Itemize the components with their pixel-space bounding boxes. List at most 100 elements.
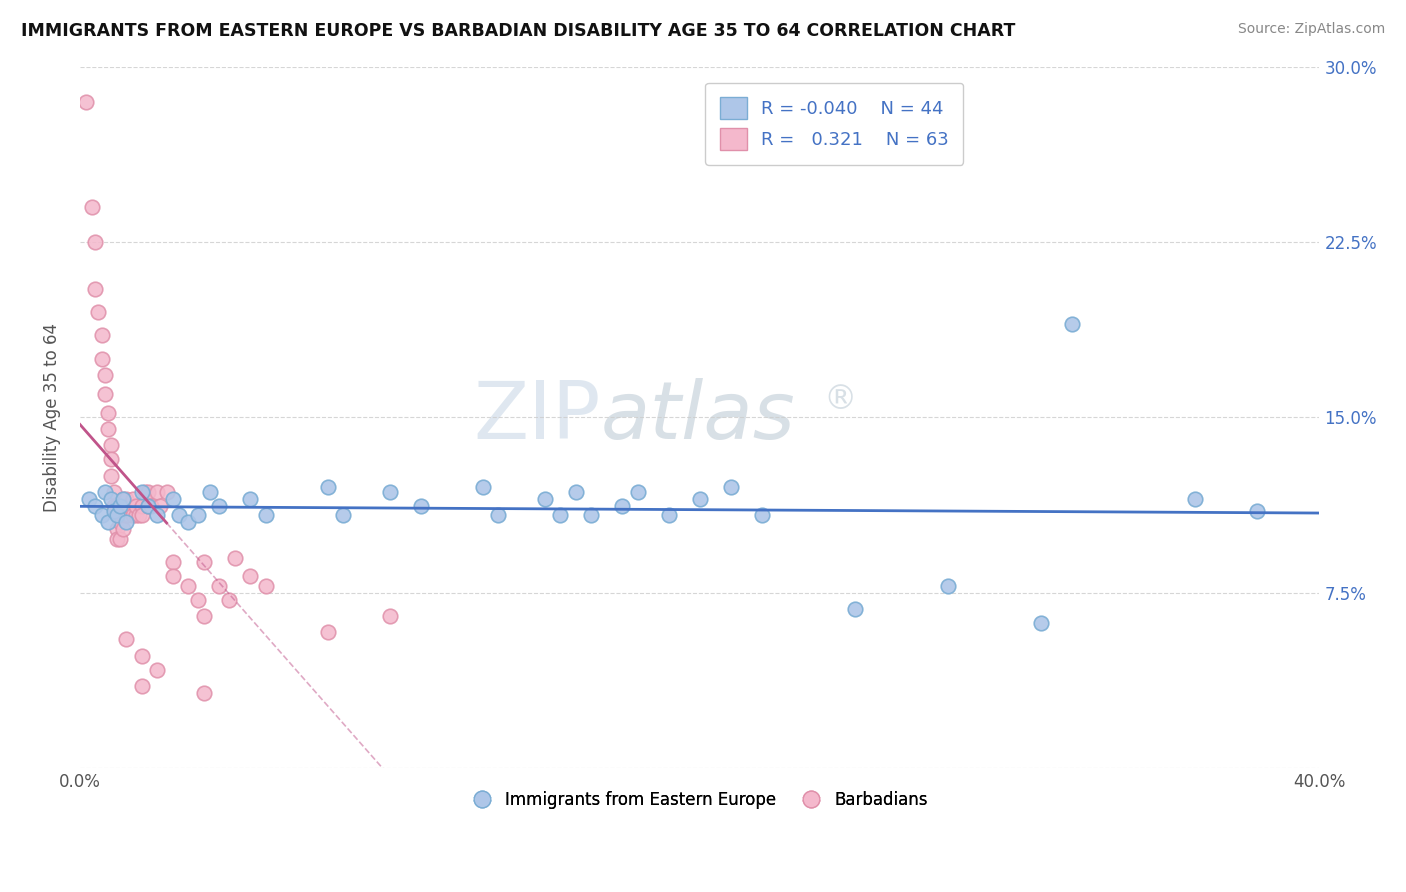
- Point: [167, 508, 190, 523]
- Point: [564, 485, 586, 500]
- Point: [751, 508, 773, 523]
- Point: [97, 406, 120, 420]
- Text: ®: ®: [824, 384, 858, 417]
- Point: [124, 508, 146, 523]
- Point: [93, 485, 115, 500]
- Point: [316, 480, 339, 494]
- Point: [612, 499, 634, 513]
- Point: [118, 499, 141, 513]
- Point: [87, 305, 110, 319]
- Point: [84, 499, 107, 513]
- Point: [409, 499, 432, 513]
- Point: [177, 516, 200, 530]
- Point: [134, 485, 156, 500]
- Point: [146, 663, 169, 677]
- Point: [627, 485, 650, 500]
- Point: [121, 492, 143, 507]
- Point: [112, 523, 135, 537]
- Point: [121, 508, 143, 523]
- Point: [108, 532, 131, 546]
- Point: [90, 351, 112, 366]
- Point: [100, 452, 122, 467]
- Point: [720, 480, 742, 494]
- Point: [254, 508, 277, 523]
- Point: [1029, 615, 1052, 630]
- Point: [90, 328, 112, 343]
- Point: [97, 516, 120, 530]
- Point: [177, 578, 200, 592]
- Point: [115, 492, 138, 507]
- Point: [103, 485, 125, 500]
- Point: [118, 508, 141, 523]
- Point: [162, 555, 184, 569]
- Point: [108, 499, 131, 513]
- Point: [131, 499, 153, 513]
- Point: [105, 523, 128, 537]
- Point: [108, 508, 131, 523]
- Y-axis label: Disability Age 35 to 64: Disability Age 35 to 64: [44, 323, 60, 512]
- Point: [1060, 317, 1083, 331]
- Point: [1246, 504, 1268, 518]
- Point: [193, 555, 215, 569]
- Text: Source: ZipAtlas.com: Source: ZipAtlas.com: [1237, 22, 1385, 37]
- Point: [162, 569, 184, 583]
- Point: [105, 499, 128, 513]
- Point: [471, 480, 494, 494]
- Point: [239, 492, 262, 507]
- Point: [136, 499, 159, 513]
- Point: [103, 499, 125, 513]
- Point: [254, 578, 277, 592]
- Point: [146, 485, 169, 500]
- Point: [208, 499, 231, 513]
- Point: [162, 492, 184, 507]
- Point: [208, 578, 231, 592]
- Point: [239, 569, 262, 583]
- Point: [193, 609, 215, 624]
- Point: [100, 492, 122, 507]
- Point: [115, 516, 138, 530]
- Point: [131, 648, 153, 663]
- Point: [93, 368, 115, 383]
- Point: [82, 200, 104, 214]
- Point: [579, 508, 602, 523]
- Point: [533, 492, 555, 507]
- Point: [316, 625, 339, 640]
- Point: [141, 499, 163, 513]
- Point: [112, 492, 135, 507]
- Point: [486, 508, 509, 523]
- Point: [548, 508, 571, 523]
- Point: [149, 499, 172, 513]
- Point: [112, 492, 135, 507]
- Point: [378, 609, 401, 624]
- Point: [128, 508, 150, 523]
- Point: [75, 95, 97, 109]
- Point: [136, 485, 159, 500]
- Point: [131, 485, 153, 500]
- Point: [108, 516, 131, 530]
- Point: [1184, 492, 1206, 507]
- Point: [689, 492, 711, 507]
- Point: [84, 235, 107, 249]
- Point: [105, 532, 128, 546]
- Point: [224, 550, 246, 565]
- Text: ZIP: ZIP: [474, 378, 600, 457]
- Point: [146, 508, 169, 523]
- Point: [136, 499, 159, 513]
- Point: [131, 508, 153, 523]
- Point: [115, 499, 138, 513]
- Point: [198, 485, 221, 500]
- Point: [193, 686, 215, 700]
- Point: [97, 422, 120, 436]
- Point: [844, 602, 866, 616]
- Point: [218, 592, 240, 607]
- Point: [187, 508, 209, 523]
- Point: [105, 508, 128, 523]
- Text: IMMIGRANTS FROM EASTERN EUROPE VS BARBADIAN DISABILITY AGE 35 TO 64 CORRELATION : IMMIGRANTS FROM EASTERN EUROPE VS BARBAD…: [21, 22, 1015, 40]
- Point: [105, 508, 128, 523]
- Point: [378, 485, 401, 500]
- Legend: Immigrants from Eastern Europe, Barbadians: Immigrants from Eastern Europe, Barbadia…: [465, 784, 935, 815]
- Point: [112, 508, 135, 523]
- Point: [115, 632, 138, 647]
- Point: [936, 578, 959, 592]
- Point: [100, 438, 122, 452]
